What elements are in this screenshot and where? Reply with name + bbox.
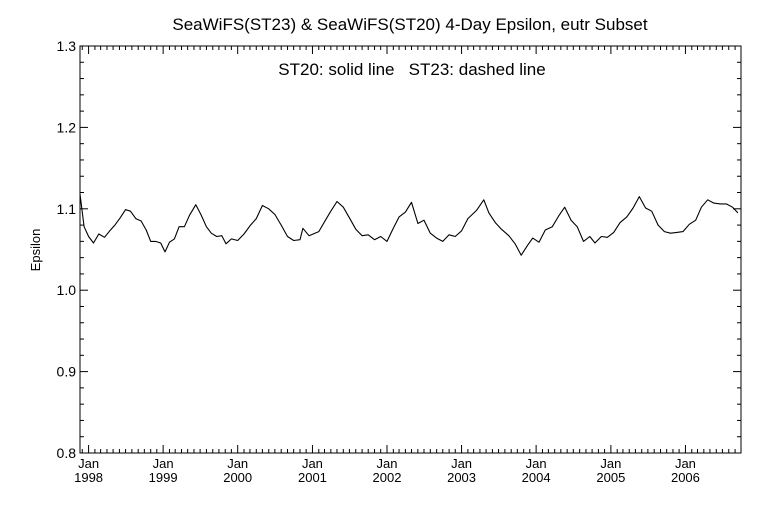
- x-tick-month-label: Jan: [600, 456, 621, 471]
- x-tick-year-label: 2001: [298, 470, 327, 485]
- x-tick-year-label: 1999: [149, 470, 178, 485]
- x-tick-year-label: 2002: [373, 470, 402, 485]
- x-tick-month-label: Jan: [227, 456, 248, 471]
- x-tick-month-label: Jan: [153, 456, 174, 471]
- x-tick-month-label: Jan: [675, 456, 696, 471]
- x-axis: Jan1998Jan1999Jan2000Jan2001Jan2002Jan20…: [74, 46, 736, 485]
- x-tick-month-label: Jan: [377, 456, 398, 471]
- y-tick-label: 1.2: [57, 119, 77, 135]
- x-tick-year-label: 2006: [671, 470, 700, 485]
- series-line-st20: [79, 194, 739, 256]
- y-axis: 0.8 0.9 1.0 1.1 1.2 1.3: [57, 38, 741, 461]
- y-tick-label: 1.0: [57, 282, 77, 298]
- chart-title: SeaWiFS(ST23) & SeaWiFS(ST20) 4-Day Epsi…: [172, 15, 647, 34]
- y-tick-label: 1.1: [57, 201, 77, 217]
- y-tick-label: 1.3: [57, 38, 77, 54]
- x-tick-year-label: 1998: [74, 470, 103, 485]
- x-tick-month-label: Jan: [302, 456, 323, 471]
- x-tick-year-label: 2005: [596, 470, 625, 485]
- y-tick-label: 0.8: [57, 445, 77, 461]
- x-tick-month-label: Jan: [526, 456, 547, 471]
- plot-area-frame: [79, 45, 742, 454]
- x-tick-year-label: 2000: [223, 470, 252, 485]
- x-tick-month-label: Jan: [78, 456, 99, 471]
- series-layer: [79, 194, 739, 256]
- legend-annotation: ST20: solid line ST23: dashed line: [278, 60, 545, 79]
- x-tick-year-label: 2003: [447, 470, 476, 485]
- x-tick-year-label: 2004: [522, 470, 551, 485]
- x-tick-month-label: Jan: [451, 456, 472, 471]
- y-axis-label: Epsilon: [28, 229, 43, 272]
- y-tick-label: 0.9: [57, 364, 77, 380]
